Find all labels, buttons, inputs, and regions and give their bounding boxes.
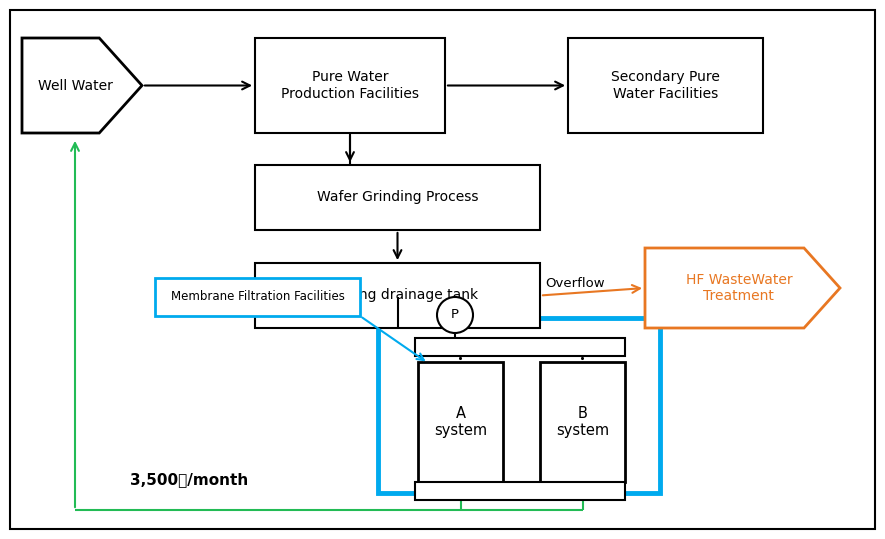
Bar — [415, 338, 625, 356]
Text: Wafer Grinding Process: Wafer Grinding Process — [317, 190, 478, 204]
Text: 3,500㎥/month: 3,500㎥/month — [130, 473, 249, 487]
Bar — [255, 165, 540, 230]
Bar — [418, 362, 503, 482]
Polygon shape — [22, 38, 142, 133]
Text: HF WasteWater
Treatment: HF WasteWater Treatment — [686, 273, 792, 303]
Bar — [155, 278, 360, 316]
Text: Pure Water
Production Facilities: Pure Water Production Facilities — [281, 71, 419, 101]
Bar — [540, 362, 625, 482]
Text: Secondary Pure
Water Facilities: Secondary Pure Water Facilities — [611, 71, 720, 101]
Text: B
system: B system — [556, 406, 609, 438]
Bar — [568, 38, 763, 133]
Text: Well Water: Well Water — [38, 79, 113, 93]
Bar — [255, 263, 540, 328]
Circle shape — [437, 297, 473, 333]
Text: A
system: A system — [434, 406, 487, 438]
Text: Membrane Filtration Facilities: Membrane Filtration Facilities — [171, 291, 344, 303]
Bar — [255, 38, 445, 133]
Text: Overflow: Overflow — [545, 277, 604, 290]
Text: P: P — [451, 308, 459, 321]
Bar — [415, 482, 625, 500]
Bar — [378, 318, 660, 493]
Polygon shape — [645, 248, 840, 328]
Text: Grinding drainage tank: Grinding drainage tank — [317, 288, 478, 302]
